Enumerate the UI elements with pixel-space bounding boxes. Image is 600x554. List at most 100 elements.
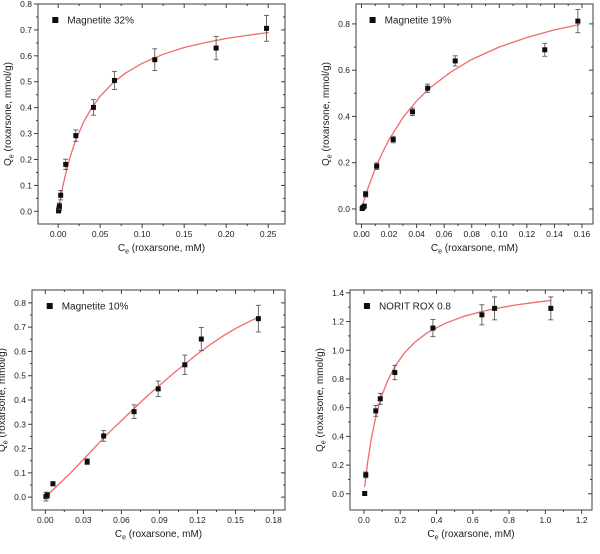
data-point: [542, 47, 548, 53]
data-point: [182, 362, 188, 368]
y-tick-label: 0.4: [338, 111, 350, 121]
x-tick-label: 0.2: [394, 515, 406, 525]
data-point: [131, 409, 137, 415]
x-tick-label: 0.03: [75, 515, 92, 525]
data-point: [363, 472, 369, 478]
fit-curve: [361, 23, 580, 208]
legend-marker: [369, 17, 376, 23]
y-tick-label: 0.6: [338, 65, 350, 75]
data-point: [409, 109, 415, 115]
data-point: [425, 85, 431, 91]
y-tick-label: 0.5: [20, 77, 32, 87]
data-point: [50, 481, 56, 487]
x-tick-label: 0.12: [189, 515, 206, 525]
legend-label: Magnetite 10%: [62, 302, 129, 313]
data-point: [374, 163, 380, 169]
x-tick-label: 0.00: [50, 229, 67, 239]
data-point: [56, 203, 62, 209]
y-tick-label: 0.2: [332, 460, 344, 470]
legend-label: Magnetite 32%: [67, 16, 134, 27]
isotherm-chart-magnetite-32: 0.00 0.05 0.10 0.15 0.20 0.25 0.0 0.1 0.2 0.3 0.4 0…: [3, 0, 286, 256]
legend-marker: [52, 17, 59, 23]
x-tick-label: 0.8: [503, 515, 515, 525]
legend-marker: [363, 303, 370, 309]
x-tick-label: 0.00: [37, 515, 54, 525]
data-point: [255, 316, 261, 322]
chart-panel-magnetite-10: 0.00 0.03 0.06 0.09 0.12 0.15 0.18 0.0 0.1 0.2 0.3…: [0, 277, 300, 554]
x-tick-label: 0.00: [353, 229, 370, 239]
x-tick-label: 0.02: [381, 229, 398, 239]
y-tick-label: 0.8: [332, 374, 344, 384]
data-point: [44, 492, 50, 498]
x-axis-title: Ce (roxarsone, mM): [431, 243, 518, 256]
y-tick-label: 1.2: [332, 317, 344, 327]
y-tick-label: 0.7: [14, 322, 26, 332]
x-tick-label: 0.15: [227, 515, 244, 525]
y-tick-label: 0.8: [20, 0, 32, 9]
x-tick-label: 0.14: [546, 229, 563, 239]
data-point: [492, 305, 498, 311]
data-point: [73, 133, 79, 139]
x-tick-label: 0.10: [491, 229, 508, 239]
y-axis-title: Qe (roxarsone, mmol/g): [3, 62, 16, 166]
fit-curve: [45, 316, 260, 497]
y-tick-label: 0.7: [20, 25, 32, 35]
x-axis-title: Ce (roxarsone, mM): [118, 243, 205, 256]
plot-frame: [37, 3, 286, 225]
y-tick-label: 0.8: [338, 19, 350, 29]
x-tick-label: 0.10: [134, 229, 151, 239]
y-tick-label: 1.4: [332, 288, 344, 298]
data-point: [198, 336, 204, 342]
data-point: [213, 45, 219, 51]
x-tick-label: 0.4: [431, 515, 443, 525]
y-axis-title: Qe (roxarsone, mmol/g): [0, 348, 10, 452]
data-point: [155, 386, 161, 392]
y-tick-label: 0.4: [20, 103, 32, 113]
data-point: [430, 325, 436, 331]
x-axis-title: Ce (roxarsone, mM): [427, 529, 514, 542]
x-tick-label: 0.06: [436, 229, 453, 239]
x-tick-label: 0.16: [574, 229, 591, 239]
data-point: [479, 312, 485, 318]
chart-panel-magnetite-19: 0.00 0.02 0.04 0.06 0.08 0.10 0.12 0.14 0.16 0.0 0…: [300, 0, 600, 277]
y-tick-label: 0.8: [14, 298, 26, 308]
y-tick-label: 0.2: [14, 444, 26, 454]
data-point: [452, 58, 458, 64]
data-point: [63, 161, 69, 167]
y-axis-title: Qe (roxarsone, mmol/g): [321, 62, 334, 166]
y-tick-label: 0.5: [14, 371, 26, 381]
x-tick-label: 0.0: [358, 515, 370, 525]
data-point: [152, 57, 158, 63]
x-tick-label: 1.2: [576, 515, 588, 525]
data-point: [362, 490, 368, 496]
y-tick-label: 0.3: [14, 419, 26, 429]
plot-frame: [355, 3, 594, 225]
fit-curve: [57, 31, 269, 210]
data-point: [363, 191, 369, 197]
data-point: [548, 305, 554, 311]
y-tick-label: 0.1: [20, 180, 32, 190]
data-point: [390, 137, 396, 143]
isotherm-chart-magnetite-10: 0.00 0.03 0.06 0.09 0.12 0.15 0.18 0.0 0.1 0.2 0.3…: [0, 289, 286, 542]
y-tick-label: 0.6: [14, 346, 26, 356]
x-tick-label: 0.12: [519, 229, 536, 239]
data-point: [264, 25, 270, 31]
y-tick-label: 0.2: [338, 158, 350, 168]
y-tick-label: 0.3: [20, 129, 32, 139]
x-tick-label: 0.15: [176, 229, 193, 239]
data-point: [101, 433, 107, 439]
x-axis-title: Ce (roxarsone, mM): [115, 529, 202, 542]
x-tick-label: 0.04: [408, 229, 425, 239]
legend-marker: [46, 303, 53, 309]
data-point: [58, 192, 64, 198]
x-tick-label: 0.20: [218, 229, 235, 239]
x-tick-label: 0.08: [463, 229, 480, 239]
legend-label: Magnetite 19%: [385, 16, 452, 27]
x-tick-label: 0.6: [467, 515, 479, 525]
y-tick-label: 0.0: [332, 489, 344, 499]
plot-frame: [349, 289, 593, 511]
isotherm-chart-norit-rox: 0.0 0.2 0.4 0.6 0.8 1.0 1.2 0.0 0.2 0.4 0.6 0.8 1.0 1…: [315, 288, 593, 542]
data-point: [575, 18, 581, 24]
y-tick-label: 0.4: [14, 395, 26, 405]
